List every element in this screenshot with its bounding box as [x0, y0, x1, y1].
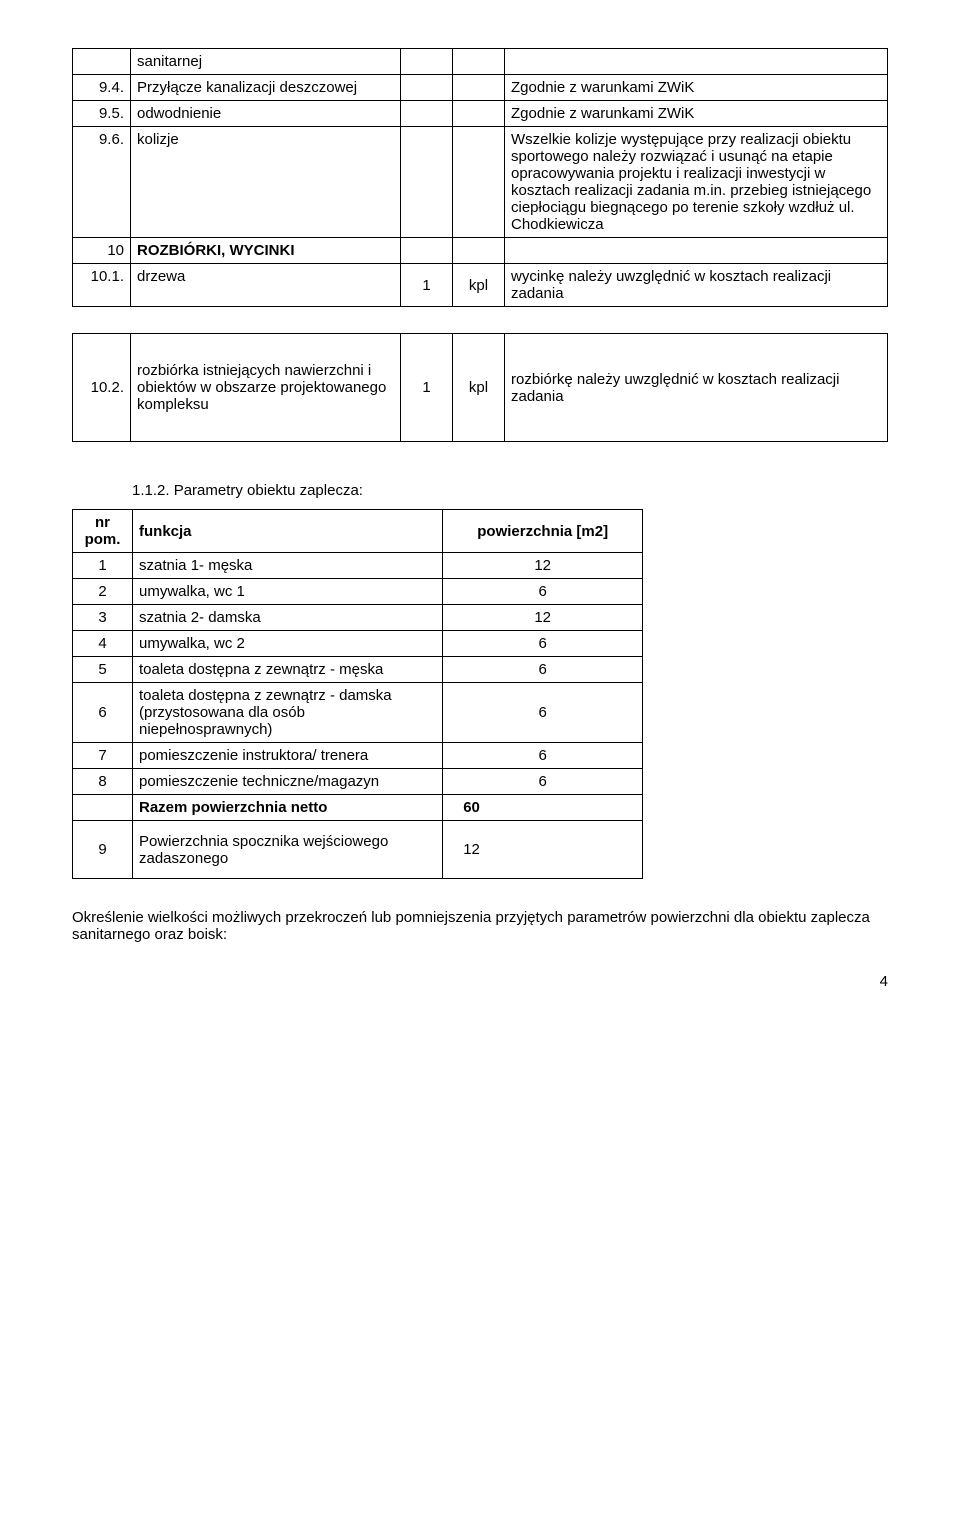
params-table: nr pom. funkcja powierzchnia [m2] 1 szat… — [72, 509, 643, 879]
table-row: 6 toaleta dostępna z zewnątrz - damska (… — [73, 683, 643, 743]
cell-num: 9.5. — [73, 101, 131, 127]
table-row: 8 pomieszczenie techniczne/magazyn 6 — [73, 769, 643, 795]
table-row: 4 umywalka, wc 2 6 — [73, 631, 643, 657]
cell-unit: kpl — [453, 264, 505, 307]
cell-desc: ROZBIÓRKI, WYCINKI — [131, 238, 401, 264]
table-row: 9.6. kolizje Wszelkie kolizje występując… — [73, 127, 888, 238]
table-row: sanitarnej — [73, 49, 888, 75]
header-fun: funkcja — [133, 510, 443, 553]
cell-qty: 1 — [401, 334, 453, 442]
table-row: 9.5. odwodnienie Zgodnie z warunkami ZWi… — [73, 101, 888, 127]
table-header-row: nr pom. funkcja powierzchnia [m2] — [73, 510, 643, 553]
header-area: powierzchnia [m2] — [443, 510, 643, 553]
cell-note: Zgodnie z warunkami ZWiK — [505, 101, 888, 127]
cell-note: wycinkę należy uwzględnić w kosztach rea… — [505, 264, 888, 307]
table-row: 5 toaleta dostępna z zewnątrz - męska 6 — [73, 657, 643, 683]
main-spec-table: sanitarnej 9.4. Przyłącze kanalizacji de… — [72, 48, 888, 307]
cell-desc: sanitarnej — [131, 49, 401, 75]
cell-desc: odwodnienie — [131, 101, 401, 127]
table-row: 7 pomieszczenie instruktora/ trenera 6 — [73, 743, 643, 769]
cell-num: 10.1. — [73, 264, 131, 307]
params-heading: 1.1.2. Parametry obiektu zaplecza: — [132, 482, 888, 499]
cell-num: 9.6. — [73, 127, 131, 238]
cell-desc: drzewa — [131, 264, 401, 307]
page-number: 4 — [72, 973, 888, 990]
cell-num: 10.2. — [73, 334, 131, 442]
table-row-total: Razem powierzchnia netto 60 — [73, 795, 643, 821]
cell-unit: kpl — [453, 334, 505, 442]
table-row: 2 umywalka, wc 1 6 — [73, 579, 643, 605]
cell-desc: Przyłącze kanalizacji deszczowej — [131, 75, 401, 101]
table-row: 9.4. Przyłącze kanalizacji deszczowej Zg… — [73, 75, 888, 101]
table-row: 9 Powierzchnia spocznika wejściowego zad… — [73, 821, 643, 879]
cell-note: Wszelkie kolizje występujące przy realiz… — [505, 127, 888, 238]
cell-note: Zgodnie z warunkami ZWiK — [505, 75, 888, 101]
main-spec-table-continued: 10.2. rozbiórka istniejących nawierzchni… — [72, 333, 888, 442]
cell-desc: kolizje — [131, 127, 401, 238]
cell-num: 9.4. — [73, 75, 131, 101]
header-num: nr pom. — [73, 510, 133, 553]
cell-qty: 1 — [401, 264, 453, 307]
table-row: 10.1. drzewa 1 kpl wycinkę należy uwzglę… — [73, 264, 888, 307]
footer-paragraph: Określenie wielkości możliwych przekrocz… — [72, 909, 888, 943]
table-row: 3 szatnia 2- damska 12 — [73, 605, 643, 631]
table-row: 1 szatnia 1- męska 12 — [73, 553, 643, 579]
cell-num: 10 — [73, 238, 131, 264]
cell-desc: rozbiórka istniejących nawierzchni i obi… — [131, 334, 401, 442]
table-row: 10.2. rozbiórka istniejących nawierzchni… — [73, 334, 888, 442]
cell-note: rozbiórkę należy uwzględnić w kosztach r… — [505, 334, 888, 442]
table-row: 10 ROZBIÓRKI, WYCINKI — [73, 238, 888, 264]
